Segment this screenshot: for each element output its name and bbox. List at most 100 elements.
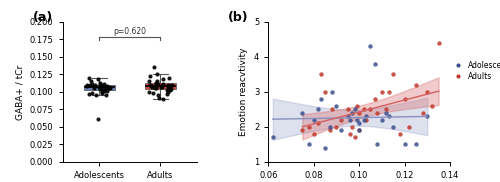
Point <box>165 76 173 79</box>
Point <box>332 126 340 128</box>
Point <box>85 93 93 96</box>
Point <box>96 88 104 91</box>
Point <box>153 73 161 76</box>
Point <box>98 88 106 91</box>
Point <box>360 118 368 121</box>
Point <box>344 115 352 118</box>
Point <box>154 83 162 86</box>
Point <box>166 84 174 87</box>
Point <box>86 83 94 86</box>
Point <box>332 104 340 107</box>
Point <box>100 85 108 88</box>
Point <box>164 87 172 90</box>
Point <box>305 126 313 128</box>
Point <box>102 85 110 88</box>
Point <box>94 78 102 81</box>
Point <box>88 82 96 85</box>
Point <box>366 45 374 48</box>
Point <box>374 111 382 114</box>
Point <box>355 129 363 132</box>
Point <box>158 86 166 88</box>
Point <box>355 111 363 114</box>
Point <box>102 87 110 90</box>
Point <box>150 66 158 69</box>
Point <box>148 86 156 88</box>
Point <box>346 118 354 121</box>
Point <box>337 118 345 121</box>
Point <box>154 94 162 97</box>
Point <box>152 81 160 84</box>
Point <box>158 98 166 100</box>
Point <box>314 108 322 111</box>
Point <box>269 136 277 139</box>
Point <box>344 108 352 111</box>
Point <box>374 143 382 146</box>
Point <box>146 80 154 83</box>
Point <box>337 129 345 132</box>
Y-axis label: Emotion reacvtivity: Emotion reacvtivity <box>240 48 248 136</box>
Point <box>355 122 363 125</box>
Point <box>316 73 324 76</box>
Point <box>162 88 170 91</box>
Point <box>400 98 408 100</box>
Text: (a): (a) <box>33 11 53 24</box>
Point <box>382 111 390 114</box>
Point <box>152 86 160 89</box>
Point <box>95 86 103 88</box>
Point <box>389 73 397 76</box>
Point <box>384 90 392 93</box>
Point <box>328 108 336 111</box>
Point <box>378 118 386 121</box>
Point <box>152 87 160 90</box>
Point <box>371 98 379 100</box>
Text: p=0.620: p=0.620 <box>114 27 146 36</box>
Point <box>298 129 306 132</box>
Point <box>85 76 93 79</box>
Point <box>152 85 160 88</box>
Point <box>346 132 354 135</box>
Point <box>84 83 92 86</box>
Point <box>355 129 363 132</box>
Point <box>90 87 98 90</box>
Point <box>412 143 420 146</box>
Point <box>389 126 397 128</box>
Point <box>350 108 358 111</box>
Point <box>100 85 108 88</box>
Point <box>83 84 91 87</box>
Point <box>157 86 165 88</box>
Point <box>98 91 106 94</box>
Point <box>326 126 334 128</box>
PathPatch shape <box>145 83 176 90</box>
Point <box>164 85 172 88</box>
Point <box>87 80 95 83</box>
Point <box>100 83 108 86</box>
Point <box>371 62 379 65</box>
Point <box>321 147 329 149</box>
Point <box>316 98 324 100</box>
Point <box>146 83 154 86</box>
Y-axis label: GABA+ / tCr: GABA+ / tCr <box>15 64 24 120</box>
Point <box>96 82 104 85</box>
Point <box>353 118 361 121</box>
Point <box>147 85 155 88</box>
Point <box>418 111 426 114</box>
Legend: Adolescents, Adults: Adolescents, Adults <box>448 59 500 83</box>
Point <box>149 92 157 95</box>
Point <box>100 89 108 92</box>
Point <box>98 85 106 88</box>
Point <box>145 90 153 93</box>
Point <box>164 83 172 86</box>
Point <box>102 94 110 97</box>
Point <box>310 132 318 135</box>
Point <box>166 88 174 91</box>
Text: (b): (b) <box>228 11 249 24</box>
Point <box>106 86 114 88</box>
Point <box>148 85 156 88</box>
Point <box>152 81 160 84</box>
Point <box>99 84 107 87</box>
Point <box>160 82 168 85</box>
Point <box>96 86 104 88</box>
Point <box>424 90 432 93</box>
Point <box>102 88 110 91</box>
Point <box>424 115 432 118</box>
